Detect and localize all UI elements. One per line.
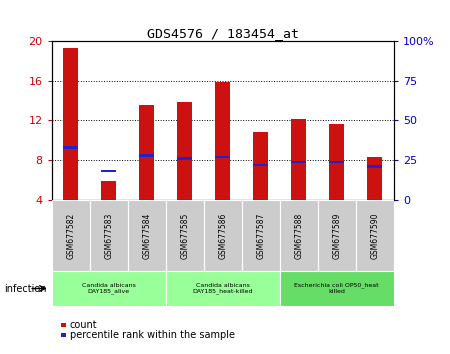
Bar (253, 164, 268, 166)
Bar (139, 105, 154, 200)
Bar (280, 271, 394, 306)
Bar (101, 170, 117, 172)
Bar (61, 333, 66, 337)
Bar (329, 124, 344, 200)
Bar (367, 157, 382, 200)
Bar (215, 156, 230, 158)
Text: infection: infection (4, 284, 47, 293)
Bar (318, 200, 356, 271)
Text: GSM677582: GSM677582 (66, 212, 75, 258)
Bar (242, 200, 280, 271)
Bar (63, 146, 78, 149)
Bar (52, 200, 90, 271)
Bar (204, 200, 242, 271)
Bar (280, 200, 318, 271)
Text: percentile rank within the sample: percentile rank within the sample (70, 330, 235, 340)
Bar (63, 48, 78, 200)
Bar (177, 158, 192, 160)
Text: GSM677589: GSM677589 (332, 212, 341, 259)
Bar (166, 271, 280, 306)
Bar (177, 102, 192, 200)
Text: GSM677588: GSM677588 (294, 212, 303, 258)
Bar (291, 161, 306, 163)
Bar (291, 119, 306, 200)
Text: Escherichia coli OP50_heat
killed: Escherichia coli OP50_heat killed (294, 283, 379, 294)
Bar (367, 165, 382, 168)
Bar (61, 323, 66, 327)
Text: count: count (70, 320, 97, 330)
Text: GSM677585: GSM677585 (180, 212, 189, 259)
Bar (166, 200, 204, 271)
Bar (52, 271, 166, 306)
Bar (215, 81, 230, 200)
Bar (101, 181, 117, 200)
Bar (128, 200, 166, 271)
Text: Candida albicans
DAY185_alive: Candida albicans DAY185_alive (82, 283, 136, 294)
Text: GSM677583: GSM677583 (104, 212, 113, 259)
Bar (139, 154, 154, 156)
Bar (253, 132, 268, 200)
Text: GSM677586: GSM677586 (218, 212, 227, 259)
Bar (90, 200, 128, 271)
Text: Candida albicans
DAY185_heat-killed: Candida albicans DAY185_heat-killed (193, 283, 253, 294)
Text: GSM677590: GSM677590 (370, 212, 379, 259)
Title: GDS4576 / 183454_at: GDS4576 / 183454_at (147, 27, 299, 40)
Bar (356, 200, 394, 271)
Bar (329, 161, 344, 163)
Text: GSM677584: GSM677584 (142, 212, 151, 259)
Text: GSM677587: GSM677587 (256, 212, 265, 259)
